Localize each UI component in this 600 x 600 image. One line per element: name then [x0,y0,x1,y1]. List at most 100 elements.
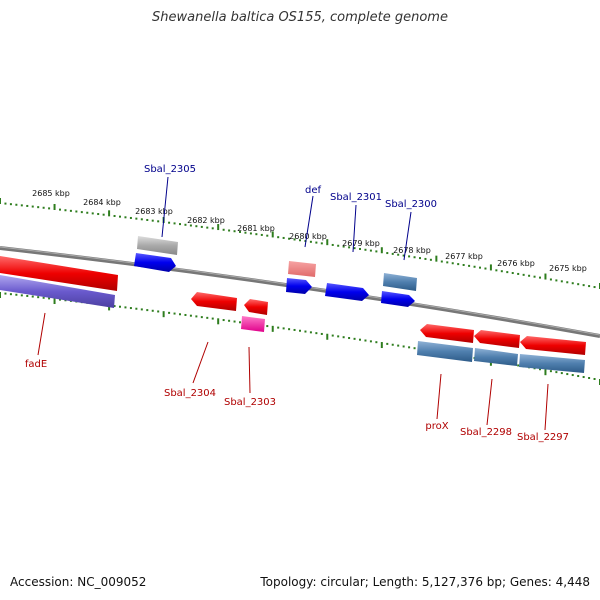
gene-fadE-rna[interactable] [0,275,115,308]
scale-minor-tick [391,252,394,255]
scale-minor-tick [375,341,378,344]
gene-sbal-2303[interactable] [244,299,268,315]
scale-major-tick [544,369,547,376]
scale-minor-tick [293,328,296,331]
scale-minor-tick [146,218,149,221]
scale-minor-tick [129,307,132,310]
scale-minor-tick [337,335,340,338]
gene-sbal-2305[interactable] [134,253,176,272]
scale-minor-tick [364,248,367,251]
scale-minor-tick [266,234,269,237]
label-sbal-2297[interactable]: Sbal_2297 [517,432,569,443]
scale-minor-tick [113,214,116,217]
scale-minor-tick [593,286,596,289]
scale-minor-tick [593,378,596,381]
scale-minor-tick [299,329,301,332]
scale-minor-tick [179,313,181,316]
scale-minor-tick [571,374,574,377]
gene-sbal-2297[interactable] [520,336,586,355]
scale-minor-tick [233,230,236,233]
label-def[interactable]: def [305,185,322,196]
scale-minor-tick [495,269,498,272]
scale-major-tick [544,273,547,280]
scale-tick-label: 2676 kbp [497,259,535,268]
scale-minor-tick [168,221,171,224]
gene-sbal-2298[interactable] [474,330,520,348]
scale-tick-label: 2675 kbp [549,264,587,273]
accession-text: Accession: NC_009052 [10,575,147,589]
gene-sbal-2298-rna[interactable] [474,348,518,366]
label-fadE[interactable]: fadE [25,359,47,370]
scale-minor-tick [200,316,203,319]
scale-minor-tick [146,309,149,312]
scale-minor-tick [42,206,45,209]
scale-minor-tick [539,276,541,279]
scale-tick-label: 2683 kbp [135,207,173,216]
gene-proX-rna[interactable] [417,341,473,362]
gene-sbal-2300-rna[interactable] [383,273,417,291]
gene-sbal-2301[interactable] [325,283,369,301]
scale-minor-tick [119,215,121,218]
scale-minor-tick [26,204,29,207]
scale-major-tick [53,298,56,305]
scale-minor-tick [222,319,225,322]
label-sbal-2300[interactable]: Sbal_2300 [385,199,437,210]
scale-major-tick [326,333,329,340]
scale-minor-tick [429,258,432,261]
scale-minor-tick [195,315,198,318]
gene-sbal-2300[interactable] [381,291,415,307]
gene-proX[interactable] [420,324,474,343]
scale-minor-tick [277,326,280,329]
scale-minor-tick [189,314,192,317]
scale-minor-tick [48,297,51,300]
scale-minor-tick [239,230,241,233]
scale-minor-tick [37,206,40,209]
scale-minor-tick [402,345,405,348]
label-sbal-2304[interactable]: Sbal_2304 [164,388,216,399]
gene-def[interactable] [286,278,312,294]
gene-sbal-2304[interactable] [191,292,237,311]
scale-minor-tick [348,246,351,249]
scale-major-tick [0,292,1,298]
scale-minor-tick [129,216,132,219]
label-proX[interactable]: proX [425,421,448,432]
scale-minor-tick [80,211,83,214]
gene-fadE[interactable] [0,256,118,291]
scale-minor-tick [266,325,269,328]
scale-major-tick [217,224,220,231]
label-sbal-2303[interactable]: Sbal_2303 [224,397,276,408]
scale-minor-tick [582,376,585,379]
scale-minor-tick [200,225,203,228]
scale-minor-tick [189,224,192,227]
scale-minor-tick [239,321,241,324]
scale-minor-tick [15,203,18,206]
label-sbal-2305[interactable]: Sbal_2305 [144,164,196,175]
scale-minor-tick [337,244,340,247]
scale-minor-tick [135,307,138,310]
label-sbal-2301[interactable]: Sbal_2301 [330,192,382,203]
gene-def-pseudo[interactable] [288,261,316,277]
scale-minor-tick [528,274,531,277]
scale-minor-tick [135,217,138,220]
scale-minor-tick [386,252,389,255]
scale-minor-tick [304,330,307,333]
scale-tick-label: 2678 kbp [393,246,431,255]
scale-minor-tick [9,293,12,296]
scale-tick-label: 2677 kbp [445,252,483,261]
label-sbal-2298[interactable]: Sbal_2298 [460,427,512,438]
scale-minor-tick [255,233,258,236]
scale-minor-tick [140,308,143,311]
scale-minor-tick [69,209,72,212]
scale-minor-tick [364,339,367,342]
scale-minor-tick [353,337,356,340]
scale-minor-tick [293,238,296,241]
gene-sbal-2297-rna[interactable] [519,354,585,373]
scale-minor-tick [533,275,536,278]
gene-sbal-2303-rna[interactable] [241,316,265,332]
bottom-gene-labels: fadE Sbal_2304 Sbal_2303 proX Sbal_2298 … [25,312,569,443]
gene-pseudo-sbal-2305[interactable] [137,236,178,255]
scale-minor-tick [249,232,252,235]
scale-minor-tick [140,218,143,221]
scale-minor-tick [37,296,40,299]
